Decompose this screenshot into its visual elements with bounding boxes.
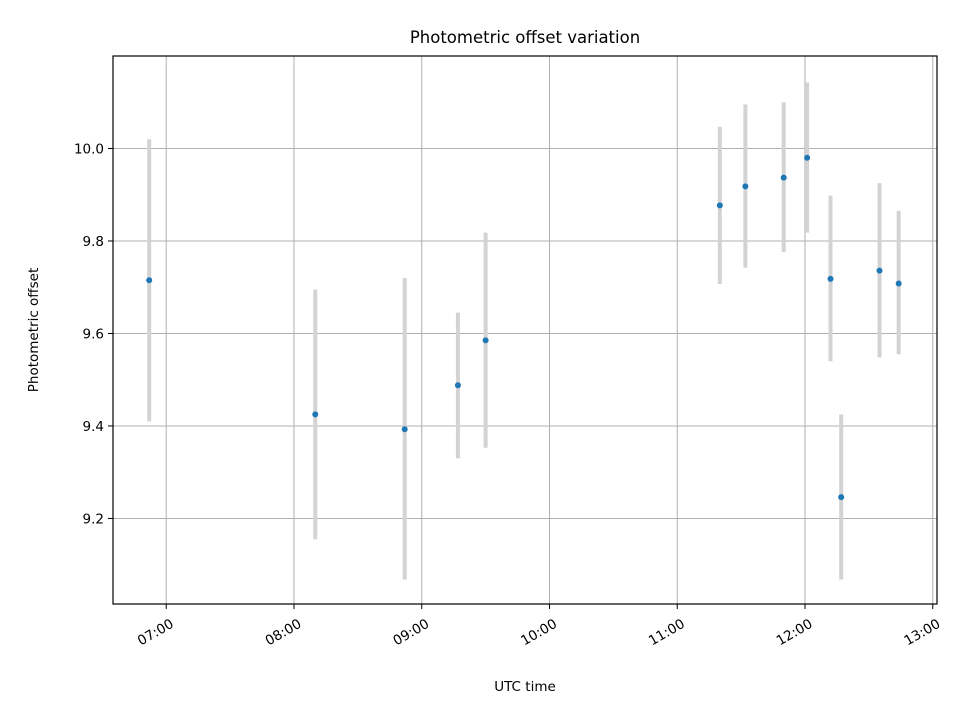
y-tick-label: 9.4 bbox=[83, 419, 104, 435]
data-point bbox=[838, 494, 845, 501]
data-point bbox=[312, 411, 319, 418]
y-tick-label: 9.2 bbox=[83, 511, 104, 527]
data-point bbox=[780, 174, 787, 181]
y-tick-label: 10.0 bbox=[74, 141, 104, 157]
data-point bbox=[895, 280, 902, 287]
data-point bbox=[827, 275, 834, 282]
grid bbox=[113, 56, 937, 604]
data-point bbox=[482, 337, 489, 344]
data-points bbox=[146, 154, 902, 501]
data-point bbox=[716, 202, 723, 209]
data-point bbox=[742, 183, 749, 190]
data-point bbox=[454, 382, 461, 389]
x-axis-label: UTC time bbox=[494, 679, 556, 695]
y-tick-label: 9.6 bbox=[83, 326, 104, 342]
plot-frame bbox=[112, 55, 938, 605]
y-axis-label: Photometric offset bbox=[26, 268, 42, 392]
data-point bbox=[401, 426, 408, 433]
data-point bbox=[876, 267, 883, 274]
y-tick-label: 9.8 bbox=[83, 234, 104, 250]
chart-title: Photometric offset variation bbox=[410, 28, 640, 47]
data-point bbox=[146, 277, 153, 284]
data-point bbox=[804, 154, 811, 161]
